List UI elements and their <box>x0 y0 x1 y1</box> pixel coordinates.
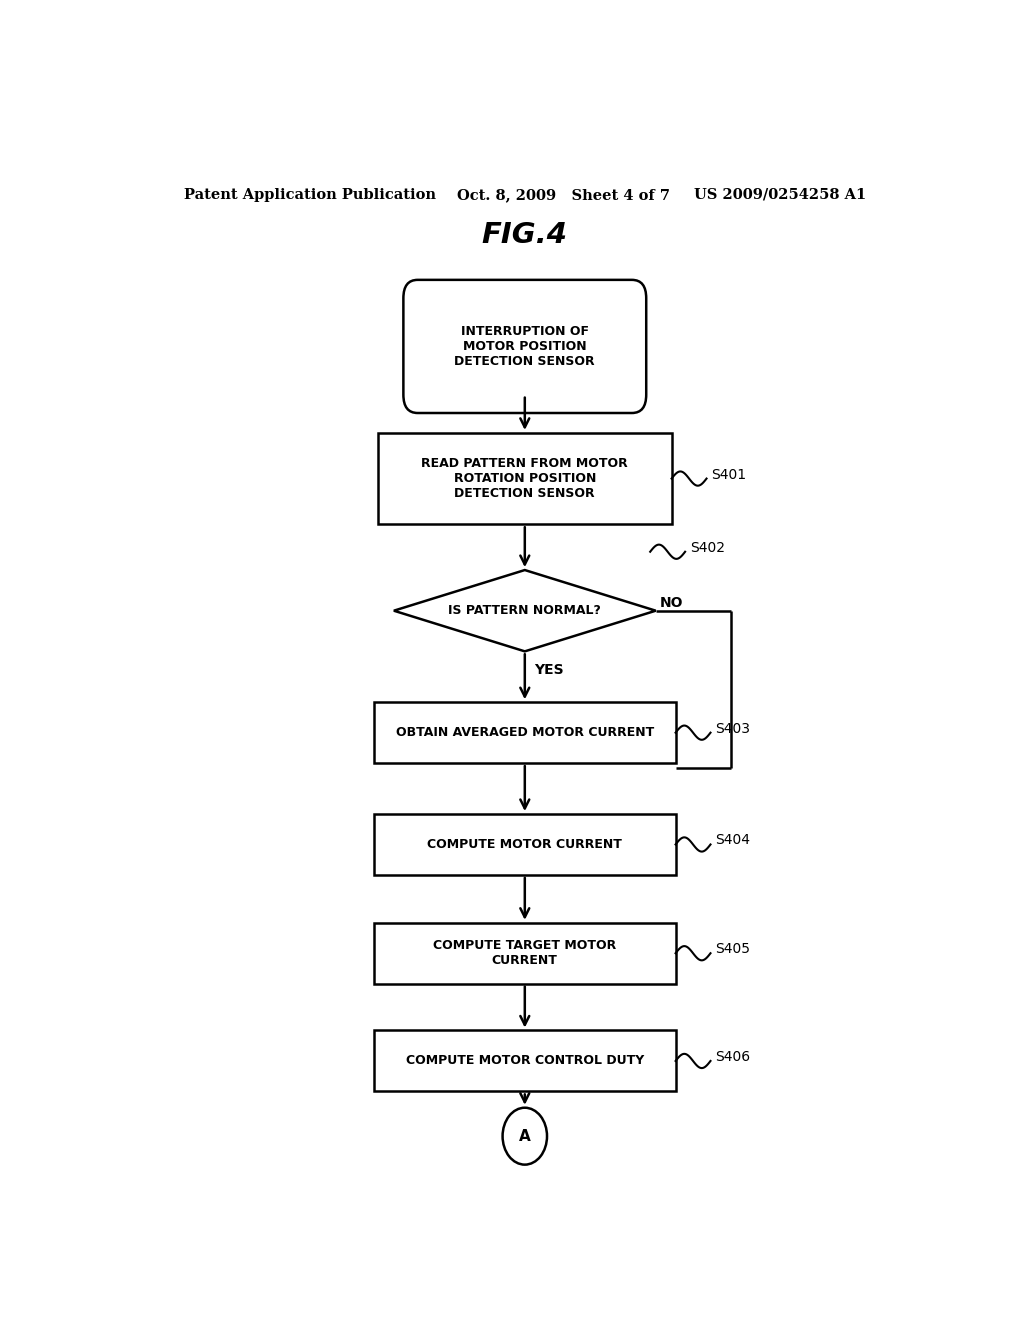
Text: INTERRUPTION OF
MOTOR POSITION
DETECTION SENSOR: INTERRUPTION OF MOTOR POSITION DETECTION… <box>455 325 595 368</box>
Text: S401: S401 <box>712 467 746 482</box>
Text: S402: S402 <box>690 541 725 554</box>
Circle shape <box>503 1107 547 1164</box>
Text: S404: S404 <box>715 833 751 847</box>
Bar <box>374 923 676 983</box>
Polygon shape <box>394 570 655 651</box>
FancyBboxPatch shape <box>403 280 646 413</box>
Text: COMPUTE MOTOR CONTROL DUTY: COMPUTE MOTOR CONTROL DUTY <box>406 1055 644 1068</box>
Text: IS PATTERN NORMAL?: IS PATTERN NORMAL? <box>449 605 601 618</box>
Text: COMPUTE MOTOR CURRENT: COMPUTE MOTOR CURRENT <box>427 838 623 851</box>
Text: S405: S405 <box>715 942 751 956</box>
Text: S403: S403 <box>715 722 751 735</box>
Text: Oct. 8, 2009   Sheet 4 of 7: Oct. 8, 2009 Sheet 4 of 7 <box>458 187 671 202</box>
Text: US 2009/0254258 A1: US 2009/0254258 A1 <box>694 187 866 202</box>
Text: Patent Application Publication: Patent Application Publication <box>183 187 435 202</box>
Text: READ PATTERN FROM MOTOR
ROTATION POSITION
DETECTION SENSOR: READ PATTERN FROM MOTOR ROTATION POSITIO… <box>422 457 628 500</box>
Text: YES: YES <box>535 663 564 677</box>
Bar <box>378 433 672 524</box>
Text: S406: S406 <box>715 1049 751 1064</box>
Text: FIG.4: FIG.4 <box>482 220 567 248</box>
Text: COMPUTE TARGET MOTOR
CURRENT: COMPUTE TARGET MOTOR CURRENT <box>433 940 616 968</box>
Text: OBTAIN AVERAGED MOTOR CURRENT: OBTAIN AVERAGED MOTOR CURRENT <box>395 726 654 739</box>
Bar <box>374 814 676 875</box>
Text: NO: NO <box>659 595 683 610</box>
Bar <box>374 1031 676 1092</box>
Text: A: A <box>519 1129 530 1143</box>
Bar <box>374 702 676 763</box>
